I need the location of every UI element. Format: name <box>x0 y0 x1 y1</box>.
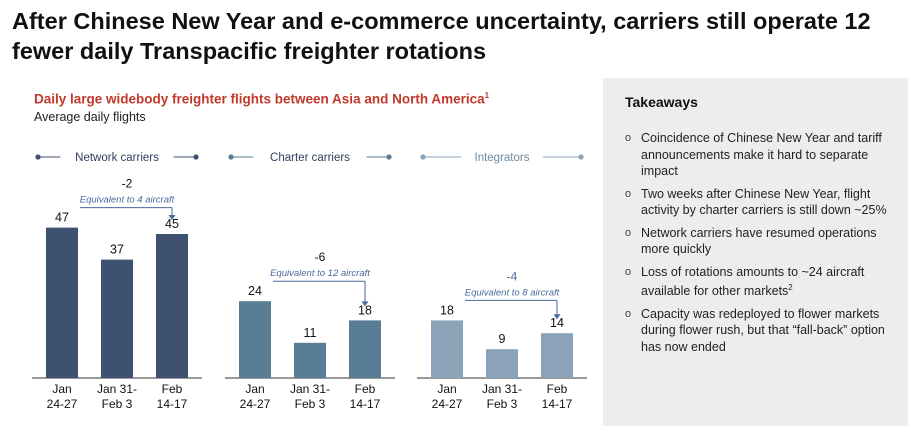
category-label: Feb 3 <box>102 397 133 411</box>
bar-value-label: 47 <box>55 211 69 225</box>
bar-value-label: 11 <box>304 326 317 340</box>
bar-value-label: 9 <box>499 332 506 346</box>
equivalent-label: Equivalent to 4 aircraft <box>80 195 175 206</box>
bar <box>239 301 271 378</box>
takeaway-item: o Network carriers have resumed operation… <box>625 225 895 258</box>
takeaway-text: Loss of rotations amounts to ~24 aircraf… <box>641 264 865 299</box>
legend-label-bg <box>460 149 544 165</box>
category-label: 14-17 <box>542 397 573 411</box>
category-label: 24-27 <box>240 397 271 411</box>
legend-dot <box>35 154 41 160</box>
takeaways-title: Takeaways <box>625 94 698 110</box>
bar <box>541 333 573 378</box>
category-label: 14-17 <box>350 397 381 411</box>
category-label: Feb 3 <box>487 397 518 411</box>
bullet-icon: o <box>625 187 632 200</box>
category-label: Feb <box>162 382 183 396</box>
legend-dot <box>193 154 199 160</box>
category-label: Feb 3 <box>295 397 326 411</box>
bullet-icon: o <box>625 307 632 320</box>
takeaways-list: o Coincidence of Chinese New Year and tar… <box>625 130 895 361</box>
annotation-arrow-icon <box>361 301 369 307</box>
legend-label-bg <box>60 149 174 165</box>
change-label: -6 <box>315 250 326 264</box>
category-label: Jan <box>437 382 456 396</box>
headline: After Chinese New Year and e-commerce un… <box>12 8 871 64</box>
category-label: Jan 31- <box>290 382 330 396</box>
takeaway-footnote: 2 <box>788 283 793 292</box>
bar <box>486 349 518 378</box>
change-label: -4 <box>507 269 518 283</box>
takeaway-text: Capacity was redeployed to flower market… <box>641 306 885 354</box>
takeaways-panel: Takeaways o Coincidence of Chinese New Ye… <box>603 78 908 426</box>
legend-label: Charter carriers <box>270 152 350 164</box>
annotation-arrow-icon <box>168 215 176 220</box>
category-label: Jan 31- <box>97 382 137 396</box>
annotation-arrow-icon <box>553 314 561 320</box>
takeaway-item: o Coincidence of Chinese New Year and tar… <box>625 130 895 180</box>
chart-title-footnote: 1 <box>484 91 490 100</box>
bullet-icon: o <box>625 265 632 278</box>
category-label: Feb <box>547 382 568 396</box>
legend-label-bg <box>253 149 367 165</box>
bar-value-label: 45 <box>165 217 179 231</box>
category-label: Jan <box>245 382 264 396</box>
takeaway-item: o Loss of rotations amounts to ~24 aircra… <box>625 264 895 300</box>
category-label: 24-27 <box>432 397 463 411</box>
category-label: Feb <box>355 382 376 396</box>
category-label: 14-17 <box>157 397 188 411</box>
legend-dot <box>420 154 426 160</box>
category-label: 24-27 <box>47 397 78 411</box>
bar-value-label: 18 <box>358 303 372 317</box>
bullet-icon: o <box>625 226 632 239</box>
legend-dot <box>578 154 584 160</box>
bar-value-label: 18 <box>440 303 454 317</box>
equivalent-label: Equivalent to 8 aircraft <box>465 287 560 298</box>
chart-subtitle: Average daily flights <box>34 110 146 124</box>
category-label: Jan 31- <box>482 382 522 396</box>
bar-value-label: 24 <box>248 284 262 298</box>
bar <box>431 320 463 378</box>
takeaway-item: o Capacity was redeployed to flower marke… <box>625 306 895 356</box>
bullet-icon: o <box>625 132 632 144</box>
category-label: Jan <box>52 382 71 396</box>
takeaway-text: Coincidence of Chinese New Year and tari… <box>641 131 882 178</box>
chart-title: Daily large widebody freighter flights b… <box>34 91 489 107</box>
chart-title-text: Daily large widebody freighter flights b… <box>34 91 485 107</box>
bar <box>294 342 326 378</box>
equivalent-label: Equivalent to 12 aircraft <box>270 268 370 279</box>
legend-dot <box>228 154 234 160</box>
bar-value-label: 37 <box>110 243 124 257</box>
bar <box>349 320 381 378</box>
takeaway-text: Two weeks after Chinese New Year, flight… <box>641 186 887 218</box>
legend-label: Network carriers <box>75 152 159 164</box>
change-label: -2 <box>122 177 133 191</box>
legend-label: Integrators <box>475 152 530 164</box>
bar <box>46 227 78 378</box>
bar <box>101 259 133 378</box>
takeaway-text: Network carriers have resumed operations… <box>641 225 877 257</box>
bar <box>156 234 188 378</box>
takeaway-item: o Two weeks after Chinese New Year, fligh… <box>625 186 895 219</box>
legend-dot <box>386 154 392 160</box>
bar-value-label: 14 <box>550 316 564 330</box>
